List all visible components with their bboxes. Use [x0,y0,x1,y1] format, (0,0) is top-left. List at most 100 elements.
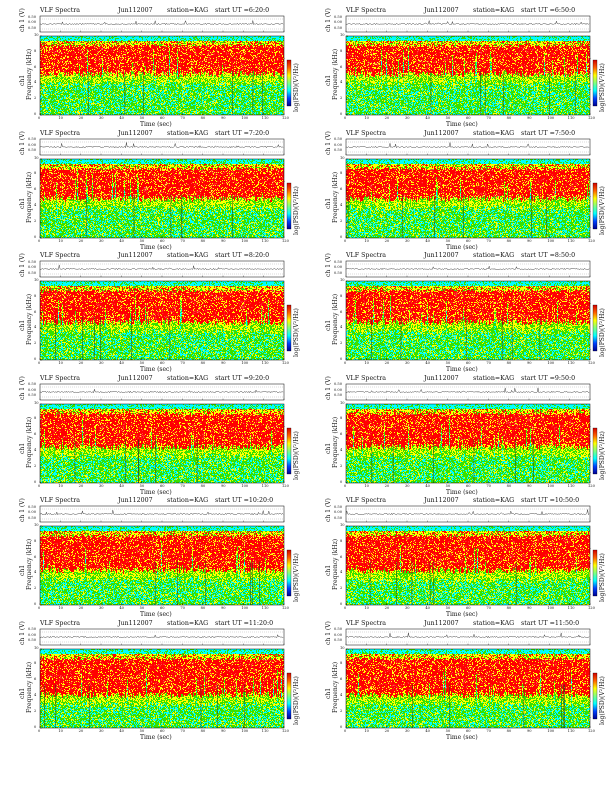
x-tick-label: 100 [241,238,249,243]
y-tick-label: 0 [340,357,343,361]
x-tick-label: 40 [119,238,124,243]
y-axis-label: Frequency (kHz) [26,293,33,345]
panel-station: station=KAG [167,497,209,504]
colorbar-label: log(PSD)(V²/Hz) [293,308,300,357]
colorbar-tick-label: - [284,179,286,184]
panel-station: station=KAG [473,7,515,14]
spectrogram-panel: VLF Spectra Jun112007 station=KAG start UT … [306,252,612,376]
panel-start-time: start UT =9:50:0 [521,374,576,382]
y-tick-label: 0 [340,234,343,239]
x-tick-label: 70 [180,728,185,733]
panel-station: station=KAG [473,252,515,259]
y-tick-label: 4 [340,692,343,697]
panel-start-time: start UT =7:20:0 [215,129,270,137]
y-tick-label: 6 [34,309,37,314]
panel-start-time: start UT =9:20:0 [215,374,270,382]
x-tick-label: 80 [506,361,512,365]
y-tick-label: 6 [340,554,343,559]
x-tick-label: 0 [344,606,347,610]
x-tick-label: 0 [344,238,347,243]
x-tick-label: 120 [588,116,595,120]
x-tick-label: 40 [425,238,430,243]
y-tick-label: 2 [340,341,343,346]
y-tick-label: 0 [340,724,343,729]
x-tick-label: 40 [425,728,430,733]
colorbar-label: log(PSD)(V²/Hz) [293,185,300,235]
y-tick-label: 10 [34,155,39,160]
colorbar-tick-label: - [284,684,286,689]
waveform-tick-label: 0.00 [334,142,343,147]
x-tick-label: 20 [78,606,84,610]
spectrogram-panel: VLF Spectra Jun112007 station=KAG start UT … [0,129,306,254]
panel-start-time: start UT =7:50:0 [521,129,576,137]
x-tick-label: 30 [99,728,104,733]
x-tick-label: 110 [261,238,269,243]
y-tick-label: 6 [34,432,37,437]
y-tick-label: 8 [340,661,343,666]
x-tick-label: 110 [567,728,575,733]
spectrogram-image [40,36,284,115]
colorbar-label: log(PSD)(V²/Hz) [293,553,300,602]
y-tick-label: 0 [340,112,343,116]
colorbar-tick-label: - [284,210,286,215]
y-tick-label: 0 [34,479,37,484]
x-tick-label: 110 [261,483,269,488]
panel-start-time: start UT =10:20:0 [215,497,274,504]
y-tick-label: 8 [340,538,343,543]
waveform-y-label: ch 1 (V) [19,130,26,155]
y-tick-label: 10 [34,523,39,527]
x-tick-label: 50 [445,606,451,610]
waveform-y-label: ch 1 (V) [19,375,26,400]
x-tick-label: 100 [547,728,555,733]
panel-graphics [39,628,292,728]
x-tick-label: 20 [78,483,84,488]
y-tick-label: 0 [34,602,37,606]
spectrogram-image [40,648,284,728]
waveform-tick-label: 0.00 [28,632,37,637]
colorbar [286,182,292,229]
spectrogram-image [346,648,590,728]
spectrogram-panel: VLF Spectra Jun112007 station=KAG start UT … [0,497,306,621]
spectrogram-image [346,36,590,115]
x-tick-label: 10 [364,728,369,733]
panel-start-time: start UT =11:50:0 [521,619,580,627]
colorbar-tick-label: - [590,439,592,444]
colorbar-tick-label: - [590,210,592,215]
x-axis-label: Time (sec) [446,611,478,618]
y-tick-label: 0 [34,112,37,116]
y-tick-label: 4 [340,202,343,207]
colorbar-tick-label: - [284,103,286,107]
y-tick-label: 6 [34,677,37,682]
x-tick-label: 80 [200,361,206,365]
x-tick-label: 50 [139,483,145,488]
x-tick-label: 30 [405,361,410,365]
x-tick-label: 90 [527,483,532,488]
colorbar-tick-label: - [590,562,592,567]
x-tick-label: 90 [527,728,532,733]
y-tick-label: 10 [340,400,345,405]
y-tick-label: 10 [340,645,345,650]
y-tick-label: 8 [34,171,37,176]
colorbar-tick-label: - [284,302,286,306]
x-axis-label: Time (sec) [140,488,172,496]
x-axis-label: Time (sec) [140,366,172,373]
y-tick-label: 8 [34,293,37,298]
x-tick-label: 80 [200,483,206,488]
x-tick-label: 70 [180,238,185,243]
waveform-tick-label: 0.50 [334,504,343,509]
x-tick-label: 110 [567,483,575,488]
x-tick-label: 70 [486,483,491,488]
x-tick-label: 0 [344,116,347,120]
waveform-y-label: ch 1 (V) [325,498,332,522]
y-tick-label: 4 [340,570,343,575]
waveform-tick-label: 0.50 [334,14,343,19]
x-tick-label: 120 [282,238,289,243]
colorbar-tick-label: - [590,470,592,475]
waveform-line [39,141,284,148]
colorbar-tick-label: - [590,194,592,199]
y-tick-label: 2 [340,708,343,713]
colorbar-tick-label: - [590,669,592,674]
colorbar-tick-label: - [284,715,286,720]
x-tick-label: 80 [200,238,206,243]
spectrogram-canvas [40,158,284,238]
